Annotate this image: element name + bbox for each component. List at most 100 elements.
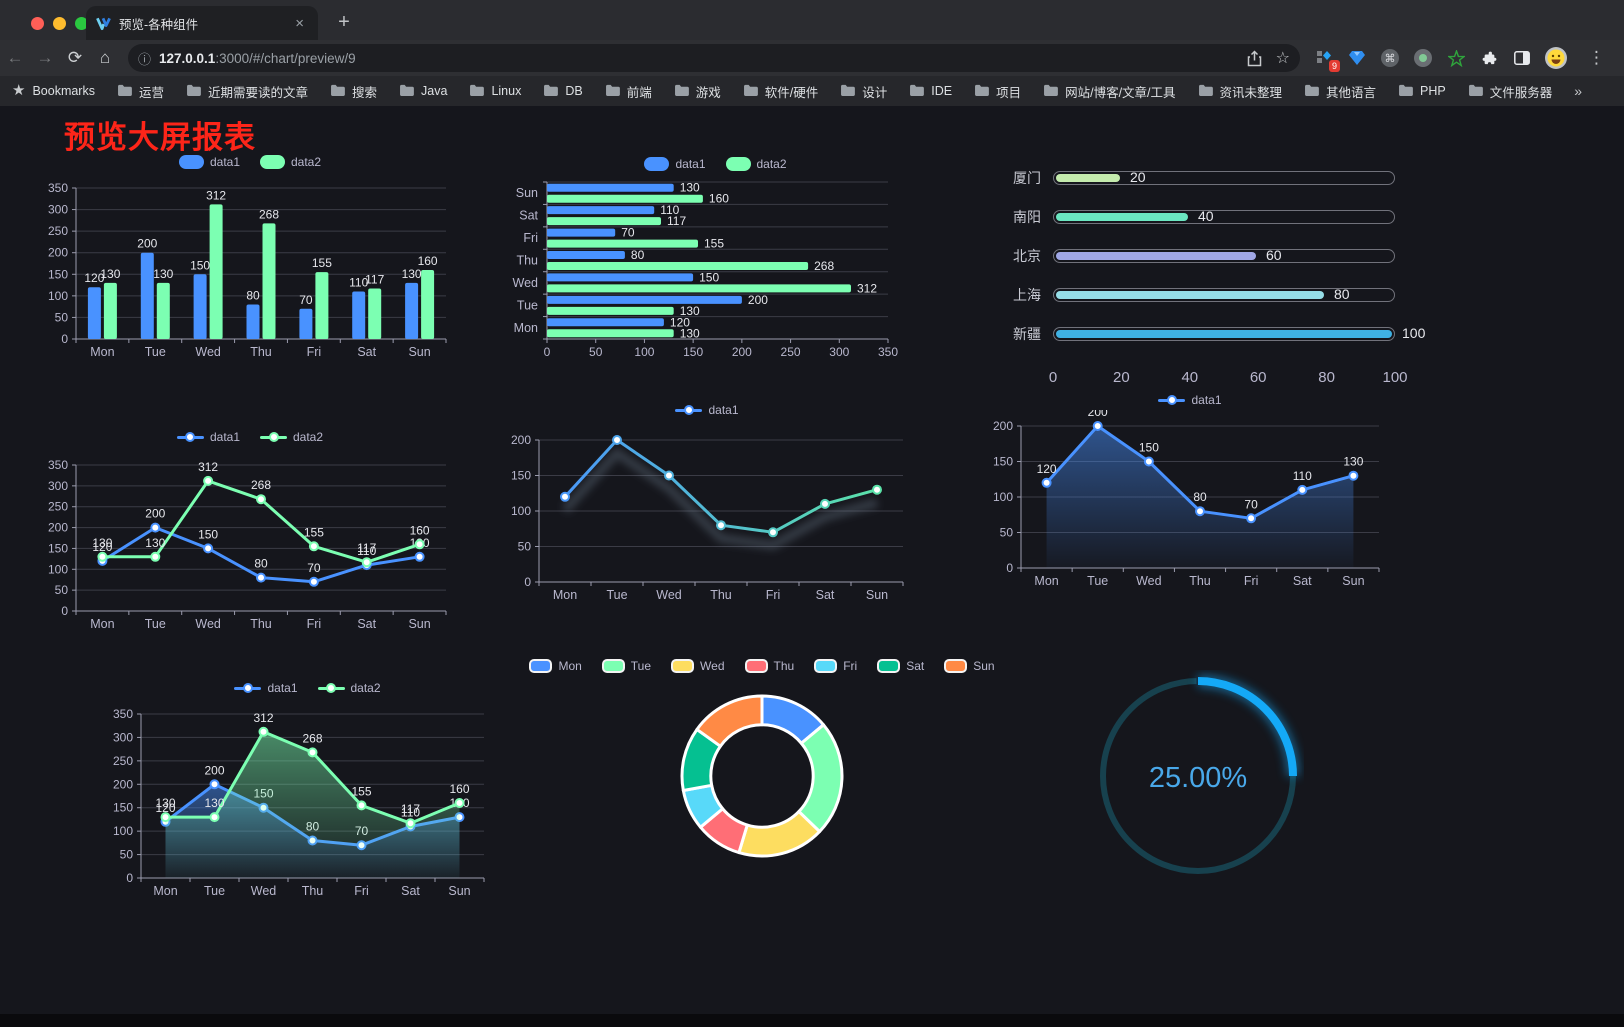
page-title: 预览大屏报表 [64, 120, 256, 155]
window-minimize-button[interactable] [53, 17, 66, 30]
legend-item[interactable]: Mon [529, 659, 582, 673]
window-zoom-button[interactable] [75, 17, 88, 30]
new-tab-button[interactable]: + [338, 11, 350, 33]
legend-item[interactable]: Thu [744, 659, 794, 673]
site-info-icon[interactable]: ⓘ [138, 51, 152, 67]
bookmark-item[interactable]: 文件服务器 [1468, 82, 1552, 101]
svg-text:110: 110 [1293, 469, 1312, 483]
progress-track: 20 [1053, 169, 1395, 185]
svg-text:Thu: Thu [710, 588, 732, 602]
svg-text:350: 350 [48, 181, 68, 195]
svg-text:Sun: Sun [1342, 574, 1364, 588]
single-area-chart: data1 0 50 100 150 200 Mon Tue Wed Thu Fri Sat Sun 12… [985, 390, 1395, 598]
url-bar[interactable]: ⓘ 127.0.0.1 :3000/#/chart/preview/9 ☆ [128, 44, 1300, 72]
progress-track: 60 [1053, 247, 1395, 263]
legend-swatch [814, 659, 838, 673]
svg-text:155: 155 [312, 256, 332, 270]
bookmark-item[interactable]: Java [399, 84, 447, 99]
chart-legend: data1 data2 [40, 427, 460, 447]
legend-item[interactable]: Sun [944, 659, 995, 673]
bookmark-item[interactable]: 资讯未整理 [1198, 82, 1282, 101]
bookmark-item[interactable]: DB [543, 84, 583, 99]
legend-item[interactable]: data2 [260, 430, 323, 444]
bookmark-item[interactable]: PHP [1398, 84, 1446, 99]
bookmark-item[interactable]: 搜索 [330, 82, 377, 101]
bookmark-item[interactable]: IDE [909, 84, 952, 99]
browser-menu-icon[interactable]: ⋮ [1588, 48, 1605, 67]
bookmark-item[interactable]: 其他语言 [1304, 82, 1376, 101]
extensions-puzzle-icon[interactable] [1479, 48, 1499, 68]
profile-avatar[interactable] [1545, 47, 1567, 69]
reload-icon[interactable]: ⟳ [67, 48, 83, 67]
legend-label: Sat [906, 659, 925, 673]
legend-line-icon [234, 682, 262, 695]
svg-text:130: 130 [145, 536, 165, 550]
legend-item[interactable]: data1 [178, 155, 240, 169]
legend-item[interactable]: data1 [644, 157, 706, 171]
svg-text:150: 150 [190, 258, 210, 272]
svg-text:80: 80 [254, 557, 268, 571]
home-icon[interactable]: ⌂ [99, 48, 111, 67]
svg-text:Thu: Thu [302, 884, 324, 898]
bookmarks-overflow-chevron[interactable]: » [1574, 83, 1583, 99]
bookmark-item[interactable]: 项目 [974, 82, 1021, 101]
svg-text:130: 130 [680, 326, 700, 340]
legend-item[interactable]: data1 [176, 430, 240, 444]
share-icon[interactable] [1247, 49, 1262, 67]
svg-text:Sat: Sat [401, 884, 420, 898]
bookmark-item[interactable]: 近期需要读的文章 [186, 82, 308, 101]
legend-item[interactable]: data1 [1158, 393, 1222, 407]
svg-text:130: 130 [100, 267, 120, 281]
progress-fill [1056, 329, 1392, 338]
bookmark-item[interactable]: 前端 [605, 82, 652, 101]
svg-text:150: 150 [48, 267, 68, 281]
svg-text:160: 160 [709, 192, 729, 206]
bookmark-item[interactable]: ★ Bookmarks [12, 83, 95, 98]
extension-green-star-icon[interactable] [1446, 48, 1466, 68]
extension-recorder-icon[interactable] [1413, 48, 1433, 68]
progress-row: 上海 80 [995, 275, 1395, 314]
progress-row: 北京 60 [995, 236, 1395, 275]
chart-plot: 0 50 100 150 200 Mon Tue Wed Thu Fri Sat Sun [497, 420, 917, 627]
browser-tab[interactable]: 预览-各种组件 × [86, 6, 318, 40]
svg-text:250: 250 [48, 500, 68, 514]
bookmark-item[interactable]: 运营 [117, 82, 164, 101]
svg-text:Sun: Sun [408, 345, 430, 359]
svg-text:130: 130 [153, 267, 173, 281]
svg-text:268: 268 [251, 478, 271, 492]
back-icon[interactable]: ← [6, 48, 24, 67]
legend-item[interactable]: Fri [814, 659, 857, 673]
legend-label: Mon [558, 659, 582, 673]
svg-text:80: 80 [1193, 490, 1207, 504]
bookmark-item[interactable]: Linux [469, 84, 521, 99]
legend-item[interactable]: data1 [675, 403, 739, 417]
legend-item[interactable]: data1 [234, 681, 298, 695]
tab-close-icon[interactable]: × [295, 14, 304, 32]
window-close-button[interactable] [31, 17, 44, 30]
svg-text:70: 70 [1244, 497, 1258, 511]
legend-item[interactable]: data2 [260, 155, 321, 169]
svg-text:200: 200 [145, 507, 165, 521]
bookmark-item[interactable]: 软件/硬件 [743, 82, 818, 101]
svg-text:150: 150 [113, 801, 133, 815]
legend-item[interactable]: data2 [725, 157, 787, 171]
side-panel-icon[interactable] [1512, 48, 1532, 68]
bookmark-item[interactable]: 设计 [840, 82, 887, 101]
legend-item[interactable]: data2 [317, 681, 381, 695]
extension-gem-icon[interactable] [1347, 48, 1367, 68]
bookmark-label: 游戏 [695, 85, 721, 100]
bookmark-item[interactable]: 网站/博客/文章/工具 [1043, 82, 1176, 101]
donut-plot [676, 690, 848, 867]
bookmark-item[interactable]: 游戏 [674, 82, 721, 101]
extension-command-icon[interactable]: ⌘ [1380, 48, 1400, 68]
bookmark-star-icon[interactable]: ☆ [1275, 50, 1290, 67]
svg-text:150: 150 [511, 469, 531, 483]
svg-text:200: 200 [113, 777, 133, 791]
legend-label: data1 [1191, 393, 1222, 407]
legend-item[interactable]: Wed [671, 659, 725, 673]
legend-item[interactable]: Sat [877, 659, 924, 673]
forward-icon[interactable]: → [36, 48, 54, 67]
extension-grid-diamond-icon[interactable]: 9 [1314, 48, 1340, 72]
legend-item[interactable]: Tue [601, 659, 651, 673]
svg-text:100: 100 [113, 824, 133, 838]
